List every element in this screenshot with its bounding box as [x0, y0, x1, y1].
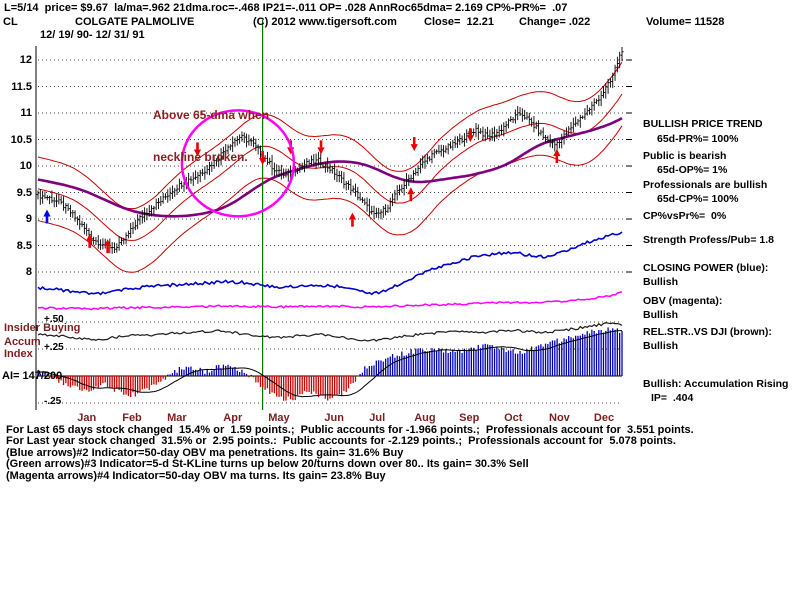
- annotation-line-2: neckline broken.: [153, 150, 248, 164]
- insider-buying-label: Insider Buying: [4, 322, 81, 334]
- copyright-notice: (C) 2012 www.tigersoft.com: [253, 16, 397, 28]
- x-axis-month-label: Mar: [167, 412, 187, 424]
- change-value: Change= .022: [519, 16, 591, 28]
- right-panel-line: 65d-OP%= 1%: [657, 164, 728, 176]
- stats-header-line: L=5/14 price= $9.67 la/ma=.962 21dma.roc…: [4, 2, 568, 14]
- x-axis-month-label: Jul: [369, 412, 386, 424]
- x-axis-month-label: Oct: [504, 412, 523, 424]
- date-range: 12/ 19/ 90- 12/ 31/ 91: [40, 29, 145, 41]
- right-panel-line: 65d-PR%= 100%: [657, 133, 739, 145]
- right-panel-line: Bullish: [643, 309, 679, 321]
- x-axis-month-label: Feb: [122, 412, 142, 424]
- company-name: COLGATE PALMOLIVE: [75, 16, 195, 28]
- footer-summary-line: (Green arrows)#3 Indicator=5-d St-KLine …: [6, 458, 529, 470]
- right-panel-line: CP%vsPr%= 0%: [643, 210, 727, 222]
- index-label: Index: [4, 348, 33, 360]
- accum-label: Accum: [4, 336, 41, 348]
- y-axis-label: 9.5: [16, 186, 32, 199]
- y-axis-label: 8: [25, 266, 32, 278]
- chart-annotation-text: Above 65-dma when neckline broken.: [153, 80, 269, 178]
- right-panel-line: IP= .404: [651, 392, 694, 404]
- footer-summary-line: (Blue arrows)#2 Indicator=50-day OBV ma …: [6, 446, 404, 459]
- x-axis-month-label: Nov: [549, 412, 570, 424]
- right-panel-line: Bullish: Accumulation Rising: [643, 378, 789, 390]
- right-panel-line: Public is bearish: [643, 150, 727, 162]
- ai-scale-label-plus50: +.50: [44, 314, 64, 325]
- right-panel-line: OBV (magenta):: [643, 295, 723, 307]
- footer-summary-line: For Last year stock changed 31.5% or 2.9…: [6, 435, 676, 447]
- x-axis-month-label: Jan: [77, 412, 97, 424]
- y-axis-label: 9: [25, 213, 32, 225]
- ai-ratio-value: AI= 147/200: [2, 370, 63, 382]
- close-value: Close= 12.21: [424, 16, 495, 28]
- y-axis-label: 10.5: [10, 133, 32, 146]
- ticker-symbol: CL: [3, 16, 18, 28]
- volume-value: Volume= 11528: [646, 16, 725, 28]
- right-panel-line: Strength Profess/Pub= 1.8: [643, 234, 774, 246]
- right-panel-line: BULLISH PRICE TREND: [643, 118, 763, 130]
- x-axis-month-label: Dec: [593, 412, 615, 424]
- x-axis-month-label: Jun: [324, 412, 344, 424]
- y-axis-label: 11.5: [11, 80, 32, 93]
- right-panel-line: CLOSING POWER (blue):: [643, 262, 769, 274]
- x-axis-month-label: Aug: [414, 412, 436, 424]
- right-panel-line: Bullish: [643, 276, 679, 288]
- right-panel-line: Professionals are bullish: [643, 179, 768, 191]
- annotation-line-1: Above 65-dma when: [153, 108, 270, 122]
- ai-scale-label-minus25: -.25: [44, 396, 62, 407]
- y-axis-label: 11: [20, 107, 32, 119]
- ai-scale-label-plus25: +.25: [44, 342, 64, 353]
- right-panel-line: 65d-CP%= 100%: [657, 193, 739, 205]
- footer-summary-line: For Last 65 days stock changed 15.4% or …: [6, 423, 694, 436]
- y-axis-label: 8.5: [16, 239, 32, 252]
- x-axis-month-label: Sep: [459, 412, 480, 424]
- y-axis-label: 10: [19, 160, 32, 172]
- y-axis-label: 12: [19, 54, 32, 66]
- footer-summary-line: (Magenta arrows)#4 Indicator=50-day OBV …: [6, 469, 386, 482]
- right-panel-line: Bullish: [643, 340, 679, 352]
- x-axis-month-label: May: [268, 412, 290, 424]
- x-axis-month-label: Apr: [223, 412, 243, 424]
- right-panel-line: REL.STR..VS DJI (brown):: [643, 326, 772, 338]
